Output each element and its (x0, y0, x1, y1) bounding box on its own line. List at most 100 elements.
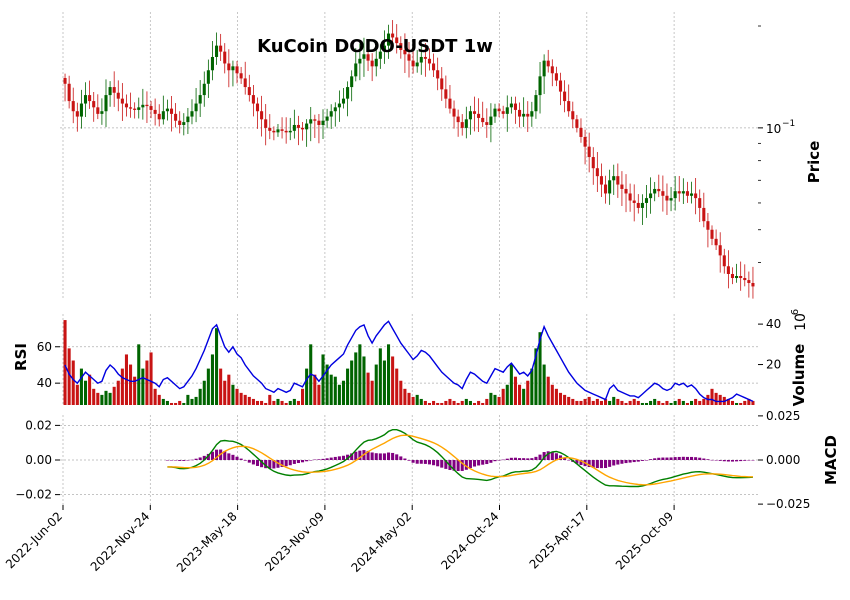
macd-histogram-bar (669, 457, 673, 460)
candle-body (595, 168, 599, 177)
volume-bar (255, 400, 260, 405)
volume-bar (100, 394, 104, 405)
rsi-ylabel: RSI (12, 343, 30, 371)
volume-bar (317, 384, 321, 405)
rsi-tick-label: 60 (37, 340, 52, 354)
candle-body (567, 101, 571, 112)
macd-histogram-bar (604, 460, 608, 468)
volume-bars (63, 320, 755, 405)
candle-body (427, 58, 432, 64)
candle-body (604, 184, 608, 194)
candle-body (247, 87, 251, 96)
candle-body (378, 51, 382, 59)
macd-histogram-bar (452, 460, 456, 471)
candle-body (583, 136, 587, 147)
volume-bar (444, 400, 448, 405)
candle-body (530, 111, 534, 117)
macd-histogram-bar (587, 460, 591, 468)
grid (60, 12, 758, 505)
volume-bar (604, 398, 608, 405)
volume-bar (182, 402, 186, 405)
macd-histogram-bar (616, 460, 620, 465)
candle-body (694, 193, 698, 199)
volume-bar (284, 402, 288, 405)
volume-bar (219, 368, 223, 405)
candle-body (67, 83, 71, 102)
price-tick-exponent: −1 (782, 119, 795, 129)
volume-bar (460, 400, 464, 405)
macd-histogram-bar (432, 460, 436, 466)
candle-body (624, 188, 628, 194)
volume-bar (198, 388, 202, 405)
volume-bar (669, 402, 673, 405)
candle-body (681, 191, 685, 194)
volume-bar (108, 392, 112, 405)
candle-body (305, 123, 309, 130)
candle-body (329, 111, 333, 117)
volume-bar (546, 376, 550, 405)
candle-body (260, 111, 264, 120)
volume-bar (472, 402, 477, 405)
candle-body (747, 280, 751, 284)
macd-histogram-bar (624, 460, 628, 464)
volume-bar (747, 398, 751, 405)
macd-histogram-bar (178, 460, 182, 461)
macd-histogram-bar (411, 460, 415, 463)
volume-bar (685, 402, 689, 405)
volume-bar (587, 396, 591, 405)
candle-body (391, 33, 395, 38)
macd-histogram-bar (526, 458, 530, 460)
candle-body (571, 111, 575, 120)
candle-body (75, 111, 79, 117)
macd-histogram-bar (395, 454, 399, 460)
macd-histogram-bar (337, 456, 341, 460)
candle-body (280, 129, 284, 131)
volume-bar (538, 332, 542, 405)
candle-body (653, 188, 657, 194)
volume-bar (477, 400, 481, 405)
macd-histogram-bar (456, 460, 460, 472)
candle-body (137, 107, 141, 110)
volume-bar (567, 396, 571, 405)
volume-bar (161, 398, 165, 405)
macd-histogram-bar (391, 452, 395, 460)
macd-histogram-bar (223, 451, 227, 460)
macd-histogram-bar (694, 457, 698, 460)
macd-histogram-bar (202, 455, 206, 460)
volume-bar (407, 392, 411, 405)
x-tick-label: 2022-Nov-24 (88, 509, 153, 574)
macd-histogram-bar (239, 458, 243, 460)
candle-body (309, 119, 313, 124)
macd-histogram-bar (243, 460, 247, 461)
volume-bar (649, 400, 653, 405)
volume-bar (436, 402, 440, 405)
x-tick-label: 2025-Apr-17 (527, 509, 589, 571)
macd-histogram-bar (550, 451, 554, 460)
volume-bar (530, 368, 534, 405)
volume-bar (341, 380, 346, 405)
candle-body (608, 180, 612, 194)
macd-histogram-bar (513, 457, 517, 460)
volume-bar (542, 364, 546, 405)
volume-bar (726, 398, 730, 405)
rsi-tick-label: 40 (37, 376, 52, 390)
candle-body (235, 66, 239, 74)
candle-body (579, 127, 583, 137)
candle-body (63, 78, 67, 84)
macd-histogram-bar (747, 460, 751, 461)
macd-histogram-bar (436, 460, 440, 467)
volume-bar (448, 398, 452, 405)
volume-bar (694, 398, 698, 405)
volume-bar (518, 384, 522, 405)
volume-bar (489, 392, 493, 405)
macd-histogram-bar (378, 453, 382, 460)
candle-body (710, 229, 714, 239)
macd-histogram-bar (333, 456, 337, 460)
candle-body (71, 101, 75, 112)
volume-bar (272, 400, 276, 405)
candle-body (677, 191, 681, 194)
candle-body (399, 43, 403, 50)
macd-histogram-bar (735, 460, 739, 462)
macd-histogram-bar (546, 451, 550, 460)
